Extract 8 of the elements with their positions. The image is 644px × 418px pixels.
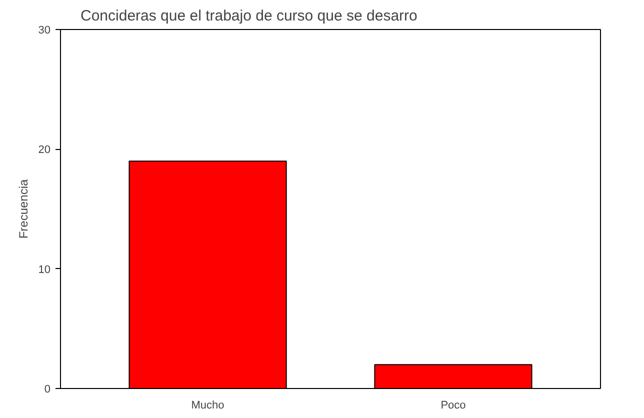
y-tick-label: 0 <box>44 384 51 396</box>
x-tick-label: Poco <box>440 400 466 412</box>
y-axis-title: Frecuencia <box>16 178 30 239</box>
y-tick-label: 30 <box>38 24 51 36</box>
y-tick-label: 10 <box>38 264 51 276</box>
chart-title: Concideras que el trabajo de curso que se desarro <box>80 8 418 24</box>
y-tick-label: 20 <box>38 144 51 156</box>
x-tick-label: Mucho <box>191 400 224 412</box>
